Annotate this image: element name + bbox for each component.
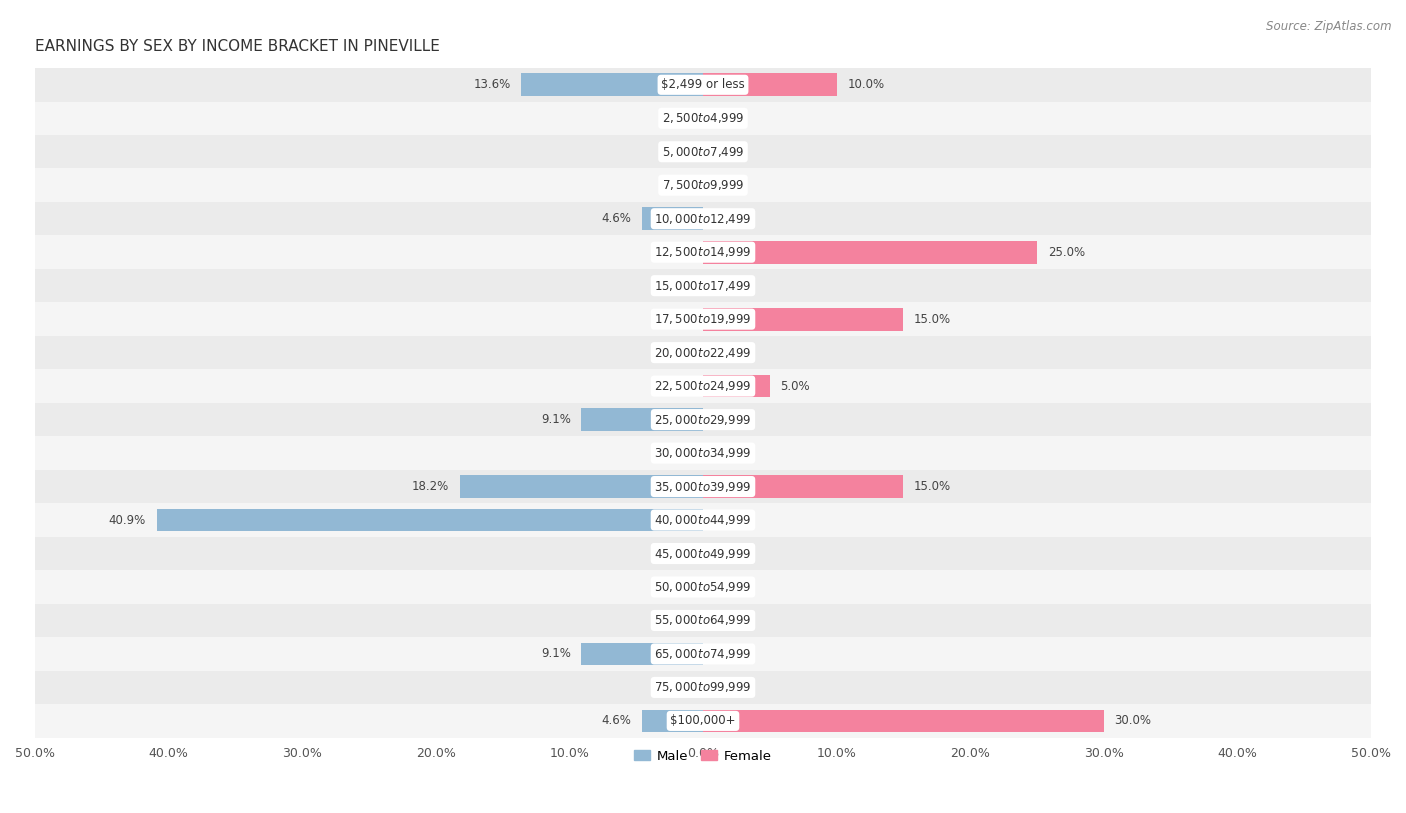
- Text: EARNINGS BY SEX BY INCOME BRACKET IN PINEVILLE: EARNINGS BY SEX BY INCOME BRACKET IN PIN…: [35, 39, 440, 54]
- Bar: [35, 470, 1371, 503]
- Text: 0.0%: 0.0%: [714, 580, 744, 593]
- Bar: [35, 570, 1371, 604]
- Text: 0.0%: 0.0%: [662, 547, 692, 560]
- Bar: [156, 509, 703, 532]
- Text: 0.0%: 0.0%: [662, 111, 692, 124]
- Bar: [35, 236, 1371, 269]
- Text: 0.0%: 0.0%: [714, 547, 744, 560]
- Text: 0.0%: 0.0%: [714, 111, 744, 124]
- Text: 9.1%: 9.1%: [541, 413, 571, 426]
- Text: 0.0%: 0.0%: [714, 146, 744, 159]
- Text: 25.0%: 25.0%: [1047, 246, 1085, 259]
- Text: 4.6%: 4.6%: [600, 212, 631, 225]
- Bar: [35, 168, 1371, 202]
- Bar: [582, 642, 703, 665]
- Bar: [35, 671, 1371, 704]
- Bar: [641, 710, 703, 733]
- Text: 0.0%: 0.0%: [714, 413, 744, 426]
- Text: $65,000 to $74,999: $65,000 to $74,999: [654, 647, 752, 661]
- Text: 0.0%: 0.0%: [714, 212, 744, 225]
- Text: $5,000 to $7,499: $5,000 to $7,499: [662, 145, 744, 159]
- Bar: [522, 73, 703, 96]
- Text: 0.0%: 0.0%: [662, 279, 692, 292]
- Bar: [35, 637, 1371, 671]
- Text: $7,500 to $9,999: $7,500 to $9,999: [662, 178, 744, 192]
- Text: 15.0%: 15.0%: [914, 480, 952, 493]
- Bar: [35, 302, 1371, 336]
- Text: $2,499 or less: $2,499 or less: [661, 78, 745, 91]
- Text: 0.0%: 0.0%: [662, 681, 692, 694]
- Text: 0.0%: 0.0%: [714, 279, 744, 292]
- Text: 0.0%: 0.0%: [714, 346, 744, 359]
- Text: $17,500 to $19,999: $17,500 to $19,999: [654, 312, 752, 326]
- Text: $40,000 to $44,999: $40,000 to $44,999: [654, 513, 752, 527]
- Text: $25,000 to $29,999: $25,000 to $29,999: [654, 412, 752, 427]
- Bar: [703, 710, 1104, 733]
- Text: 10.0%: 10.0%: [848, 78, 884, 91]
- Text: 30.0%: 30.0%: [1115, 715, 1152, 728]
- Text: 0.0%: 0.0%: [714, 514, 744, 527]
- Bar: [35, 336, 1371, 369]
- Bar: [35, 503, 1371, 537]
- Bar: [35, 369, 1371, 403]
- Bar: [35, 269, 1371, 302]
- Text: 0.0%: 0.0%: [714, 614, 744, 627]
- Text: 4.6%: 4.6%: [600, 715, 631, 728]
- Text: 0.0%: 0.0%: [662, 346, 692, 359]
- Text: $20,000 to $22,499: $20,000 to $22,499: [654, 346, 752, 359]
- Bar: [641, 207, 703, 230]
- Text: 13.6%: 13.6%: [474, 78, 510, 91]
- Text: $50,000 to $54,999: $50,000 to $54,999: [654, 580, 752, 594]
- Bar: [703, 241, 1038, 263]
- Text: 15.0%: 15.0%: [914, 313, 952, 326]
- Text: 0.0%: 0.0%: [714, 446, 744, 459]
- Bar: [35, 704, 1371, 737]
- Text: $55,000 to $64,999: $55,000 to $64,999: [654, 614, 752, 628]
- Legend: Male, Female: Male, Female: [628, 745, 778, 767]
- Text: $12,500 to $14,999: $12,500 to $14,999: [654, 246, 752, 259]
- Bar: [703, 308, 904, 331]
- Bar: [35, 604, 1371, 637]
- Text: 0.0%: 0.0%: [662, 614, 692, 627]
- Text: $100,000+: $100,000+: [671, 715, 735, 728]
- Text: $15,000 to $17,499: $15,000 to $17,499: [654, 279, 752, 293]
- Bar: [460, 475, 703, 498]
- Text: 0.0%: 0.0%: [662, 580, 692, 593]
- Bar: [35, 202, 1371, 236]
- Bar: [582, 408, 703, 431]
- Text: $22,500 to $24,999: $22,500 to $24,999: [654, 379, 752, 393]
- Text: $10,000 to $12,499: $10,000 to $12,499: [654, 211, 752, 226]
- Bar: [35, 102, 1371, 135]
- Text: $75,000 to $99,999: $75,000 to $99,999: [654, 680, 752, 694]
- Text: 9.1%: 9.1%: [541, 647, 571, 660]
- Bar: [703, 475, 904, 498]
- Text: 0.0%: 0.0%: [662, 179, 692, 192]
- Text: 0.0%: 0.0%: [662, 446, 692, 459]
- Text: $30,000 to $34,999: $30,000 to $34,999: [654, 446, 752, 460]
- Text: 40.9%: 40.9%: [108, 514, 146, 527]
- Bar: [703, 375, 770, 398]
- Bar: [35, 437, 1371, 470]
- Text: 0.0%: 0.0%: [662, 313, 692, 326]
- Text: $35,000 to $39,999: $35,000 to $39,999: [654, 480, 752, 493]
- Text: 0.0%: 0.0%: [714, 681, 744, 694]
- Text: 5.0%: 5.0%: [780, 380, 810, 393]
- Text: $45,000 to $49,999: $45,000 to $49,999: [654, 546, 752, 560]
- Bar: [35, 135, 1371, 168]
- Text: 0.0%: 0.0%: [662, 146, 692, 159]
- Bar: [703, 73, 837, 96]
- Bar: [35, 68, 1371, 102]
- Text: 18.2%: 18.2%: [412, 480, 449, 493]
- Text: 0.0%: 0.0%: [714, 179, 744, 192]
- Text: 0.0%: 0.0%: [662, 380, 692, 393]
- Text: 0.0%: 0.0%: [662, 246, 692, 259]
- Bar: [35, 403, 1371, 437]
- Text: 0.0%: 0.0%: [714, 647, 744, 660]
- Text: Source: ZipAtlas.com: Source: ZipAtlas.com: [1267, 20, 1392, 33]
- Text: $2,500 to $4,999: $2,500 to $4,999: [662, 111, 744, 125]
- Bar: [35, 537, 1371, 570]
